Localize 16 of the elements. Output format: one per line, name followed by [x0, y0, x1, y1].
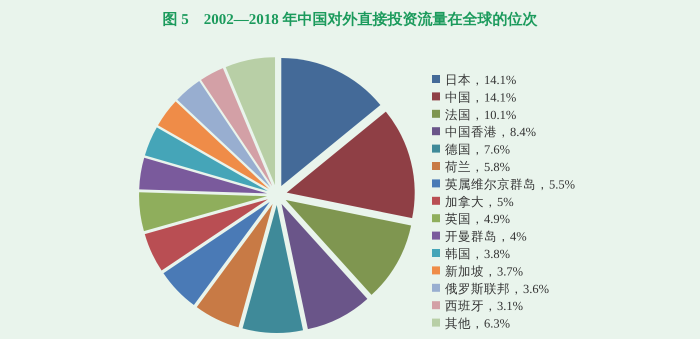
legend-label: 英国，4.9%: [445, 212, 510, 226]
legend-label: 其他，6.3%: [445, 316, 510, 331]
legend-label: 新加坡，3.7%: [445, 264, 524, 278]
legend-label: 韩国，3.8%: [445, 247, 510, 261]
legend-label: 法国，10.1%: [445, 108, 516, 122]
legend-label: 中国，14.1%: [445, 90, 516, 104]
legend-label: 西班牙，3.1%: [445, 299, 524, 314]
legend-label: 开曼群岛，4%: [445, 230, 527, 244]
legend-label: 英属维尔京群岛，5.5%: [445, 177, 576, 192]
legend-label: 俄罗斯联邦，3.6%: [445, 282, 550, 296]
legend-label: 德国，7.6%: [445, 142, 510, 157]
legend-label: 荷兰，5.8%: [445, 160, 510, 174]
legend-label: 日本，14.1%: [445, 73, 516, 87]
legend-label: 加拿大，5%: [445, 194, 514, 209]
legend-label: 中国香港，8.4%: [445, 125, 536, 140]
chart-title: 图 5 2002—2018 年中国对外直接投资流量在全球的位次: [162, 10, 538, 28]
